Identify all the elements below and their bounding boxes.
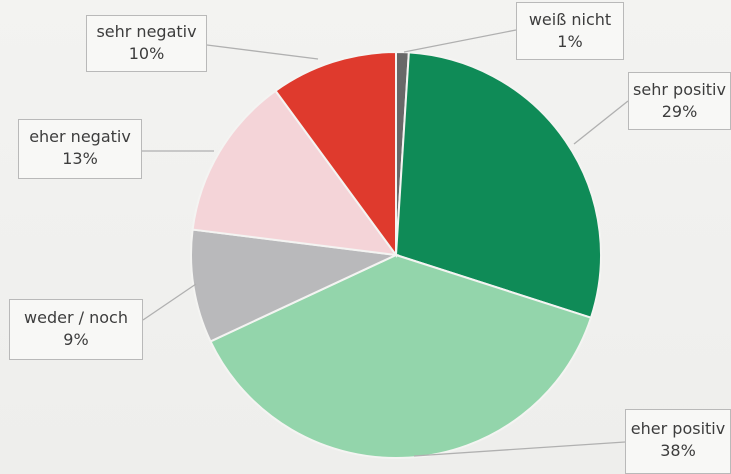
leader-line-sehr-positiv xyxy=(573,100,629,145)
leader-line-layer xyxy=(142,29,629,457)
slice-label-text: weder / noch xyxy=(24,308,128,327)
leader-line-eher-positiv xyxy=(413,441,626,457)
slice-value-text: 10% xyxy=(128,44,165,63)
slice-label-text: weiß nicht xyxy=(528,10,612,29)
pie-slice-sehr-positiv xyxy=(394,51,602,319)
slice-label-eher-negativ: eher negativ 13% xyxy=(18,119,142,179)
leader-line-sehr-negativ xyxy=(206,44,319,60)
slice-label-text: sehr positiv xyxy=(633,80,726,99)
leader-line-weder-noch xyxy=(142,283,197,321)
pie-slice-weder-noch xyxy=(190,228,400,343)
slice-label-text: eher positiv xyxy=(630,419,726,438)
slice-label-weiss-nicht: weiß nicht 1% xyxy=(516,2,624,60)
slice-value-text: 13% xyxy=(62,149,98,168)
slice-label-weder-noch: weder / noch 9% xyxy=(9,299,143,360)
pie-slice-eher-negativ xyxy=(191,89,399,257)
slice-label-eher-positiv: eher positiv 38% xyxy=(625,409,731,474)
slice-value-text: 9% xyxy=(63,330,89,349)
slice-label-sehr-negativ: sehr negativ 10% xyxy=(86,15,207,72)
pie-slice-eher-positiv xyxy=(209,253,593,459)
slice-value-text: 1% xyxy=(557,32,583,51)
slice-layer xyxy=(190,50,602,459)
slice-label-text: eher negativ xyxy=(29,127,131,146)
slice-label-sehr-positiv: sehr positiv 29% xyxy=(628,72,731,130)
slice-value-text: 38% xyxy=(660,441,696,460)
slice-value-text: 29% xyxy=(661,102,698,121)
pie-slice-sehr-negativ xyxy=(274,50,397,259)
leader-line-weiss-nicht xyxy=(403,29,517,53)
slice-label-text: sehr negativ xyxy=(96,22,197,41)
